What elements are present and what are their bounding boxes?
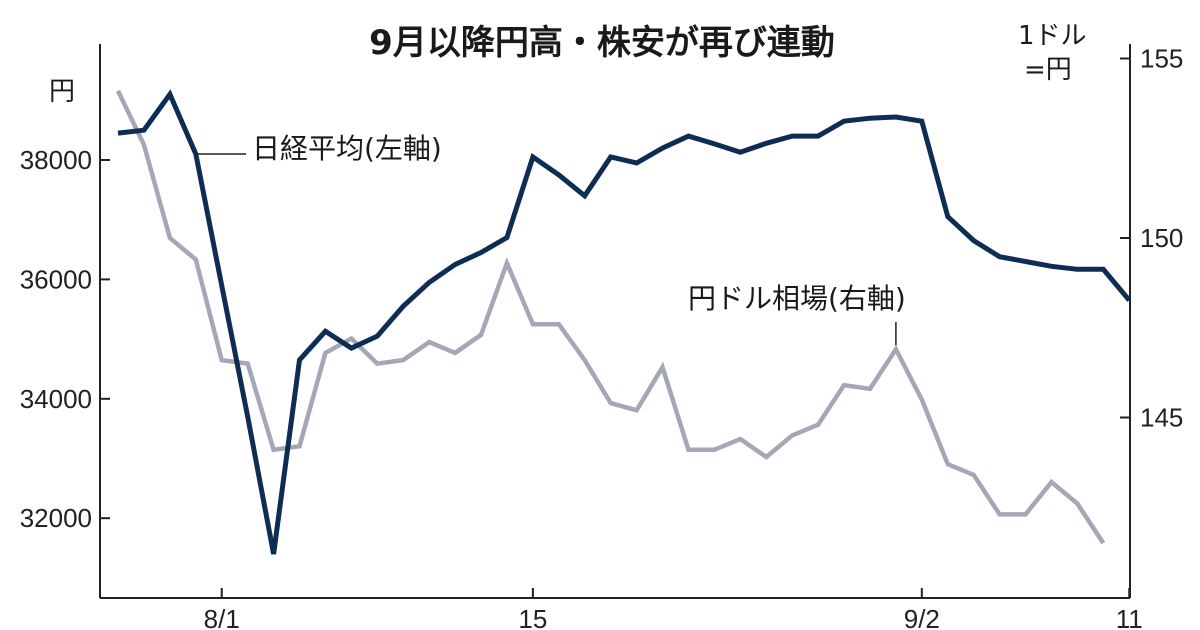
- x-tick-label: 15: [518, 604, 547, 630]
- chart-axes: 32000 34000 36000 38000 145 150 155 8/1 15 9/2 11: [20, 44, 1184, 630]
- chart-labels: 9月以降円高・株安が再び連動 円 1ドル =円 日経平均(左軸) 円ドル相場(右…: [49, 21, 1087, 315]
- x-tick-label: 9/2: [904, 604, 940, 630]
- left-axis-unit: 円: [49, 77, 75, 107]
- left-tick-label: 36000: [20, 264, 92, 294]
- chart-lines: [115, 89, 1132, 555]
- left-tick-label: 32000: [20, 503, 92, 533]
- right-axis-unit-line1: 1ドル: [1018, 21, 1087, 51]
- usdjpy-series-label: 円ドル相場(右軸): [688, 282, 906, 315]
- x-tick-label: 11: [1116, 604, 1143, 630]
- right-tick-label: 145: [1140, 403, 1183, 433]
- right-tick-label: 155: [1140, 44, 1183, 74]
- left-tick-label: 34000: [20, 384, 92, 414]
- left-tick-label: 38000: [20, 145, 92, 175]
- chart-title: 9月以降円高・株安が再び連動: [369, 23, 835, 63]
- nikkei-series-label: 日経平均(左軸): [252, 132, 442, 165]
- right-tick-label: 150: [1140, 223, 1183, 253]
- nikkei-line: [117, 89, 1132, 555]
- right-axis-unit-line2: =円: [1024, 55, 1072, 85]
- x-tick-label: 8/1: [204, 604, 240, 630]
- usdjpy-line: [115, 89, 1106, 545]
